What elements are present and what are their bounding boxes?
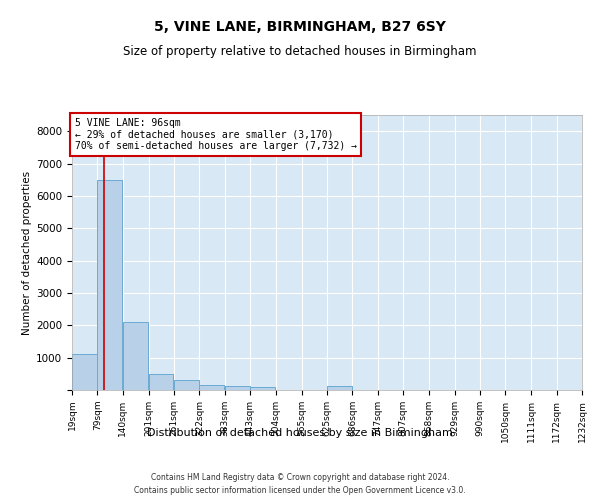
Bar [199, 385, 224, 390]
Bar [327, 386, 352, 390]
Bar [225, 386, 250, 390]
Text: Contains HM Land Registry data © Crown copyright and database right 2024.: Contains HM Land Registry data © Crown c… [151, 472, 449, 482]
Y-axis label: Number of detached properties: Number of detached properties [22, 170, 32, 334]
Bar [174, 380, 199, 390]
Bar [72, 354, 97, 390]
Bar [123, 322, 148, 390]
Text: Size of property relative to detached houses in Birmingham: Size of property relative to detached ho… [123, 45, 477, 58]
Bar [97, 180, 122, 390]
Bar [250, 387, 275, 390]
Text: 5, VINE LANE, BIRMINGHAM, B27 6SY: 5, VINE LANE, BIRMINGHAM, B27 6SY [154, 20, 446, 34]
Text: Distribution of detached houses by size in Birmingham: Distribution of detached houses by size … [147, 428, 453, 438]
Bar [149, 374, 173, 390]
Text: 5 VINE LANE: 96sqm
← 29% of detached houses are smaller (3,170)
70% of semi-deta: 5 VINE LANE: 96sqm ← 29% of detached hou… [74, 118, 356, 151]
Text: Contains public sector information licensed under the Open Government Licence v3: Contains public sector information licen… [134, 486, 466, 495]
